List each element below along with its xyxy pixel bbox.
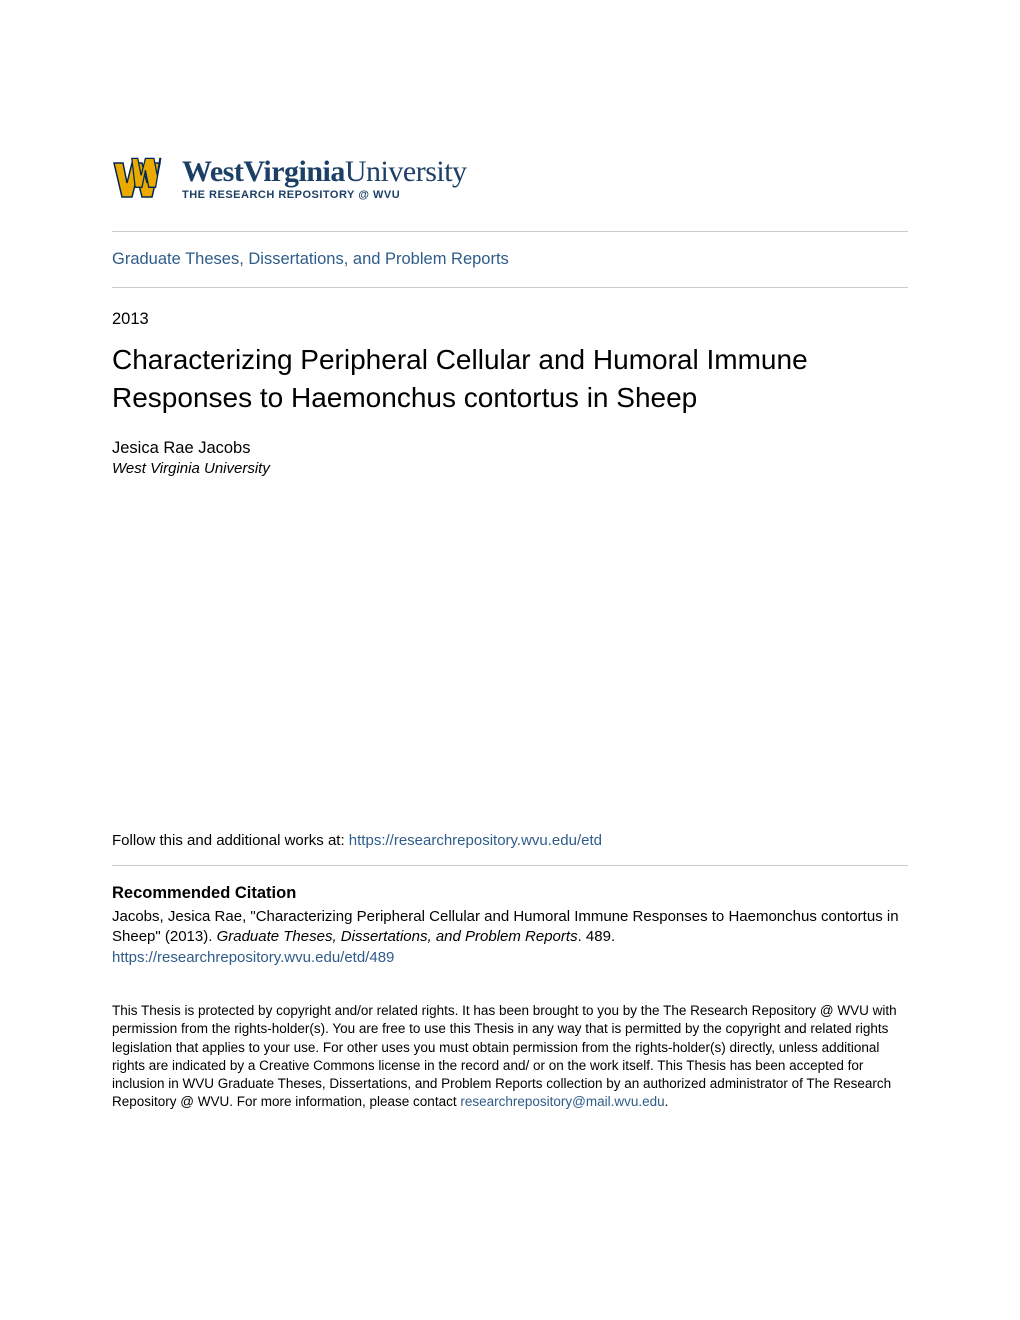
citation-text-italic: Graduate Theses, Dissertations, and Prob… bbox=[217, 928, 578, 945]
follow-prefix: Follow this and additional works at: bbox=[112, 832, 349, 849]
divider-after-breadcrumb bbox=[112, 287, 908, 288]
document-title: Characterizing Peripheral Cellular and H… bbox=[112, 341, 908, 417]
breadcrumb-link[interactable]: Graduate Theses, Dissertations, and Prob… bbox=[112, 250, 509, 268]
breadcrumb: Graduate Theses, Dissertations, and Prob… bbox=[112, 232, 908, 287]
citation-text-part2: . 489. bbox=[578, 928, 616, 945]
publication-year: 2013 bbox=[112, 310, 908, 329]
logo-area: WestVirginiaUniversity THE RESEARCH REPO… bbox=[112, 155, 908, 203]
logo-text: WestVirginiaUniversity THE RESEARCH REPO… bbox=[182, 155, 467, 201]
follow-section: Follow this and additional works at: htt… bbox=[112, 832, 908, 865]
university-name-bold: WestVirginia bbox=[182, 155, 345, 188]
follow-link[interactable]: https://researchrepository.wvu.edu/etd bbox=[349, 832, 602, 849]
copyright-text-part2: . bbox=[665, 1094, 669, 1109]
author-affiliation: West Virginia University bbox=[112, 460, 908, 477]
wvu-logo-icon bbox=[112, 155, 174, 203]
logo-tagline: THE RESEARCH REPOSITORY @ WVU bbox=[182, 189, 467, 201]
university-name-light: University bbox=[345, 155, 467, 188]
author-name: Jesica Rae Jacobs bbox=[112, 439, 908, 458]
citation-text: Jacobs, Jesica Rae, "Characterizing Peri… bbox=[112, 907, 908, 948]
citation-section: Recommended Citation Jacobs, Jesica Rae,… bbox=[112, 884, 908, 967]
citation-link[interactable]: https://researchrepository.wvu.edu/etd/4… bbox=[112, 949, 908, 966]
page-container: WestVirginiaUniversity THE RESEARCH REPO… bbox=[0, 0, 1020, 1171]
copyright-section: This Thesis is protected by copyright an… bbox=[112, 1002, 908, 1111]
divider-before-citation bbox=[112, 865, 908, 866]
citation-heading: Recommended Citation bbox=[112, 884, 908, 903]
copyright-email-link[interactable]: researchrepository@mail.wvu.edu bbox=[460, 1094, 664, 1109]
university-name: WestVirginiaUniversity bbox=[182, 157, 467, 187]
